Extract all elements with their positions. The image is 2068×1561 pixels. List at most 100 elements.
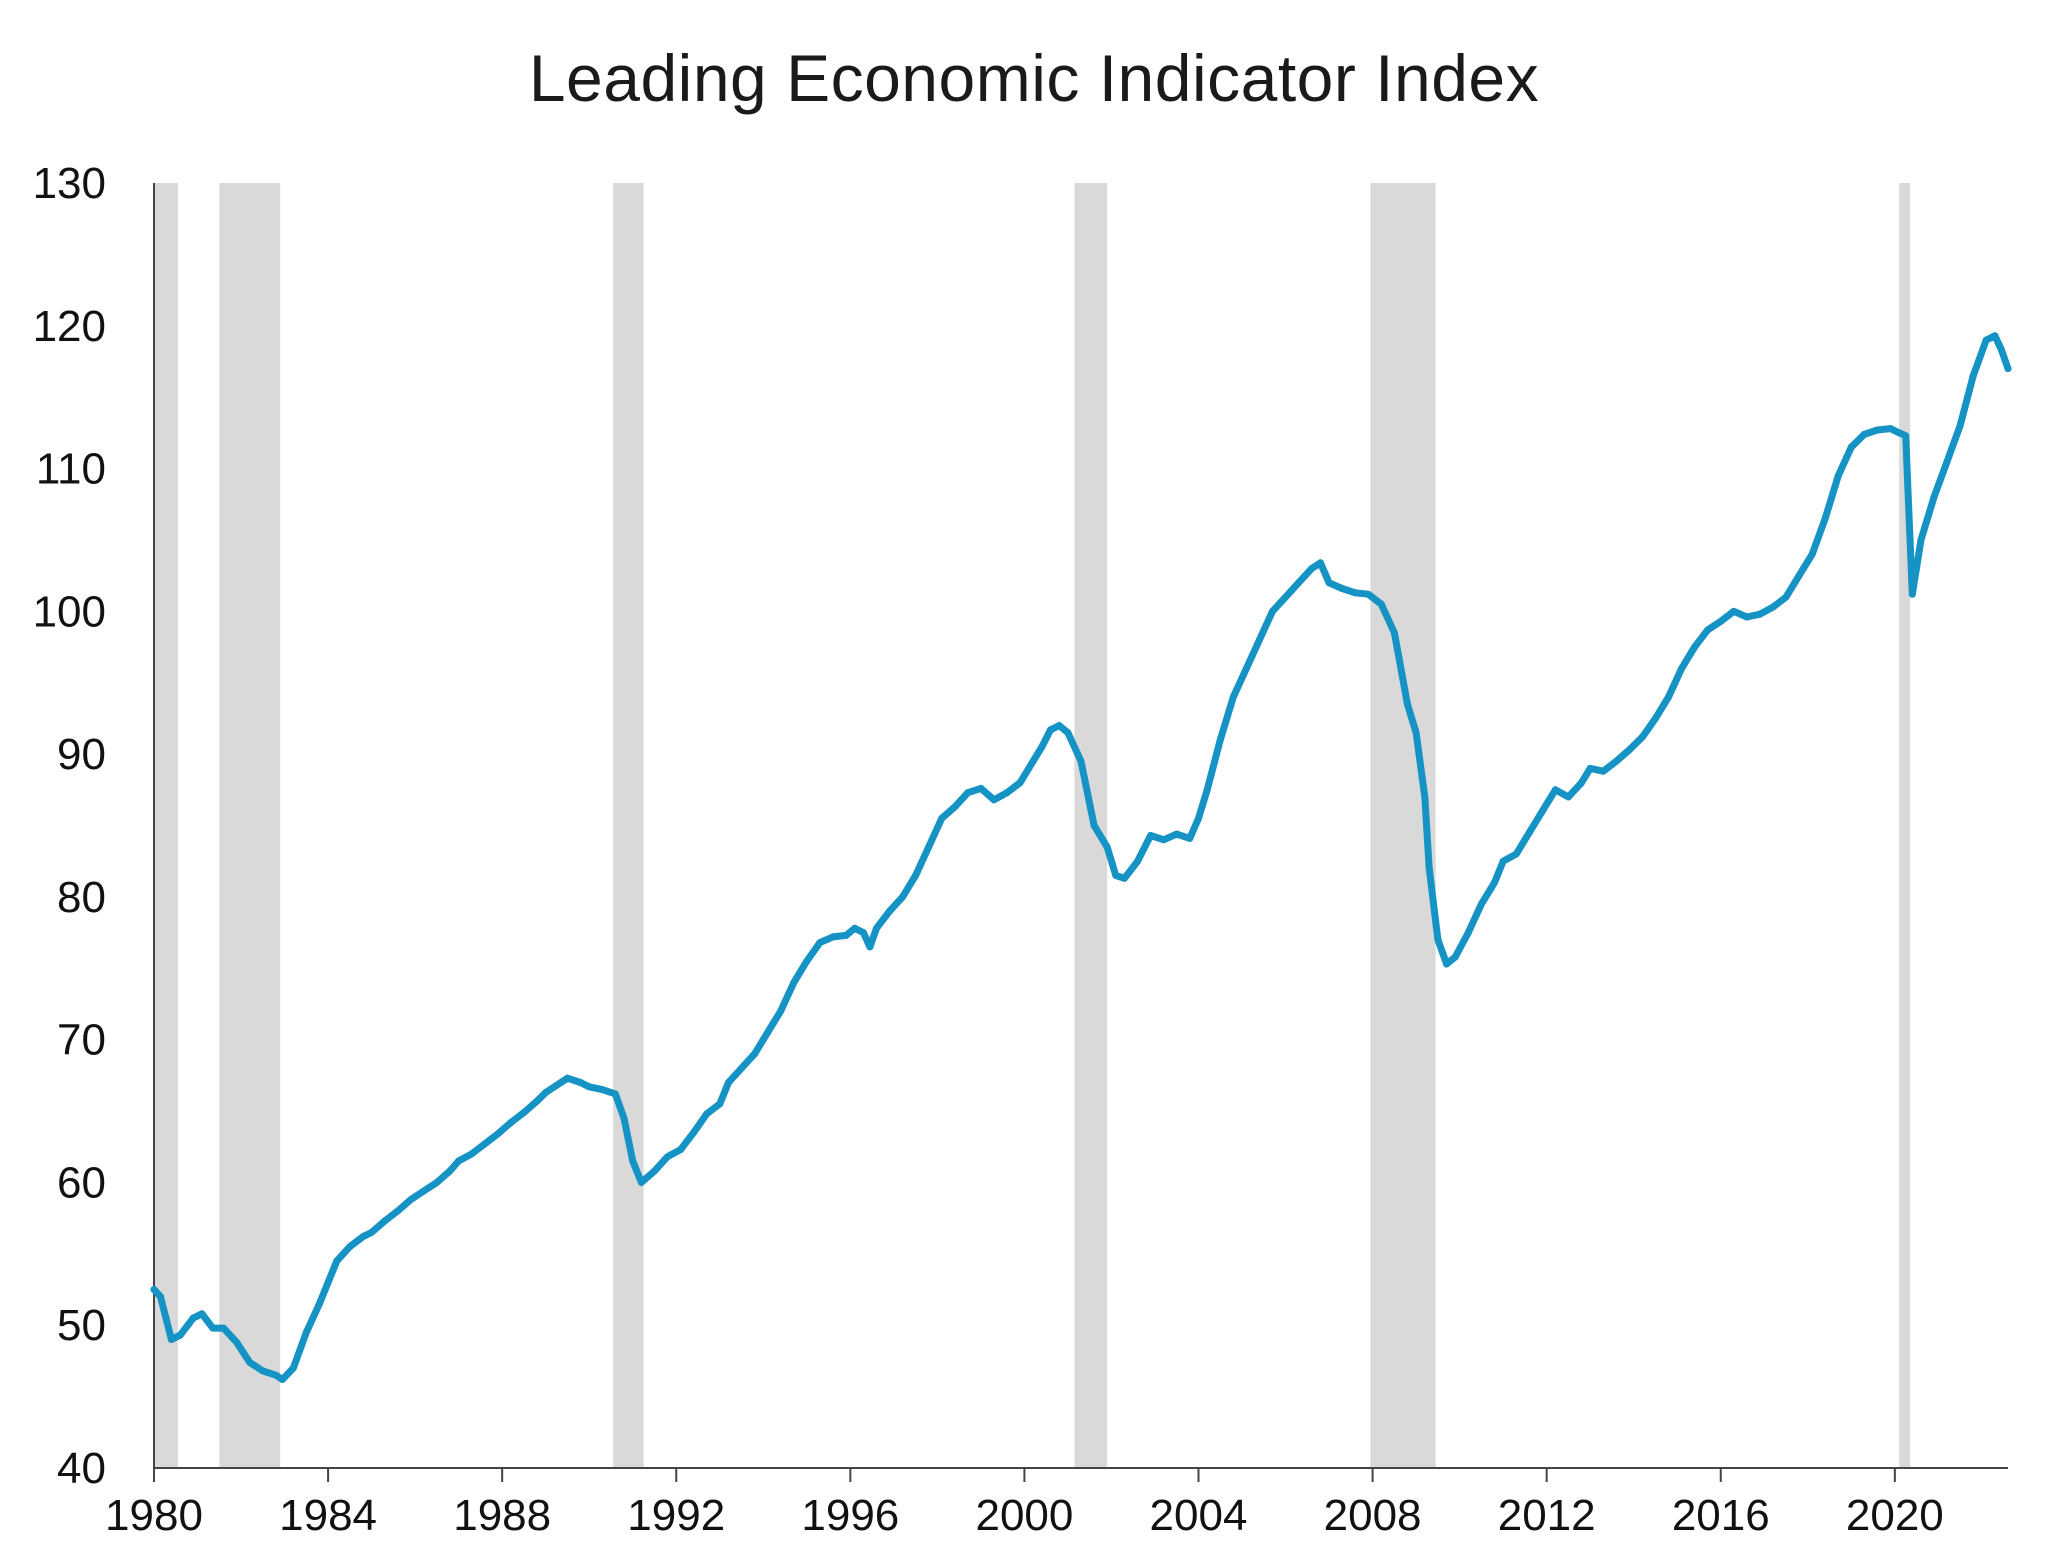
data-point <box>585 1083 593 1091</box>
data-point <box>1551 786 1559 794</box>
data-point <box>1451 953 1459 961</box>
data-point <box>1421 793 1429 801</box>
data-point <box>1908 590 1916 598</box>
data-point <box>872 924 880 932</box>
recession-band <box>1899 183 1911 1468</box>
data-point <box>724 1079 732 1086</box>
data-point <box>533 1097 541 1105</box>
y-tick-label: 90 <box>57 730 106 779</box>
data-point <box>324 1278 332 1286</box>
data-point <box>1782 593 1790 601</box>
data-point <box>1577 779 1585 787</box>
data-point <box>899 893 907 901</box>
data-point <box>1902 432 1910 440</box>
data-point <box>803 957 811 965</box>
series-line <box>150 332 2012 1383</box>
data-point <box>1047 726 1055 734</box>
data-point <box>637 1178 645 1186</box>
data-point <box>520 1108 528 1116</box>
data-point <box>446 1167 454 1175</box>
data-point <box>620 1114 628 1122</box>
data-point <box>866 943 874 951</box>
data-point <box>1038 743 1046 751</box>
data-point <box>1134 857 1142 865</box>
data-point <box>951 803 959 811</box>
data-point <box>209 1324 217 1332</box>
data-point <box>650 1167 658 1175</box>
data-point <box>1886 425 1894 433</box>
data-point <box>368 1228 376 1236</box>
data-point <box>1403 700 1411 708</box>
data-point <box>1295 579 1303 587</box>
data-point <box>1538 807 1546 815</box>
data-point <box>1717 617 1725 625</box>
data-point <box>1064 729 1072 737</box>
data-point <box>1308 565 1316 572</box>
data-point <box>220 1324 228 1332</box>
data-point <box>1229 693 1237 701</box>
data-point <box>738 1064 746 1072</box>
recession-band <box>613 183 644 1468</box>
data-point <box>751 1050 759 1058</box>
data-point <box>1195 814 1203 822</box>
data-point <box>1186 834 1194 842</box>
y-tick-label: 60 <box>57 1158 106 1207</box>
data-point <box>1325 579 1333 587</box>
data-point <box>1769 603 1777 611</box>
data-point <box>1055 722 1063 730</box>
data-point <box>1351 589 1359 597</box>
recession-bands <box>154 183 1911 1468</box>
data-point <box>542 1088 550 1096</box>
data-point <box>1499 857 1507 865</box>
data-point <box>1464 929 1472 937</box>
data-point <box>481 1140 489 1148</box>
x-tick-label: 2008 <box>1324 1491 1422 1540</box>
data-point <box>1512 850 1520 858</box>
data-point <box>912 871 920 879</box>
data-point <box>1490 879 1498 887</box>
data-point <box>1412 729 1420 737</box>
data-point <box>176 1331 184 1339</box>
data-point <box>690 1128 698 1136</box>
data-point <box>198 1310 206 1318</box>
data-point <box>1895 429 1903 437</box>
x-tick-label: 1992 <box>627 1491 725 1540</box>
data-point <box>790 979 798 987</box>
data-point <box>842 931 850 939</box>
data-point <box>1477 900 1485 908</box>
data-point <box>886 907 894 915</box>
data-point <box>555 1080 563 1088</box>
data-point <box>1160 836 1168 844</box>
data-point <box>716 1100 724 1108</box>
data-point <box>977 784 985 792</box>
data-point <box>507 1118 515 1126</box>
y-tick-label: 130 <box>33 159 106 208</box>
y-tick-label: 120 <box>33 302 106 351</box>
data-point <box>150 1286 158 1294</box>
data-point <box>577 1079 585 1086</box>
data-point <box>1121 874 1129 882</box>
data-point <box>611 1090 619 1098</box>
data-point <box>1982 336 1990 344</box>
data-point <box>1282 593 1290 601</box>
data-point <box>1077 757 1085 765</box>
data-point <box>420 1187 428 1195</box>
data-point <box>1016 779 1024 787</box>
data-point <box>859 929 867 937</box>
data-point <box>1443 960 1451 968</box>
recession-band <box>154 183 178 1468</box>
recession-band <box>219 183 281 1468</box>
data-point <box>1612 757 1620 765</box>
data-point <box>346 1243 354 1251</box>
data-point <box>1638 733 1646 741</box>
data-point <box>563 1074 571 1082</box>
data-point <box>272 1371 280 1379</box>
data-point <box>1917 536 1925 544</box>
data-point <box>1678 664 1686 672</box>
data-point <box>278 1375 286 1383</box>
data-point <box>1756 610 1764 618</box>
y-tick-label: 100 <box>33 587 106 636</box>
data-point <box>1525 829 1533 837</box>
x-tick-label: 1988 <box>453 1491 551 1540</box>
data-point <box>1173 830 1181 838</box>
